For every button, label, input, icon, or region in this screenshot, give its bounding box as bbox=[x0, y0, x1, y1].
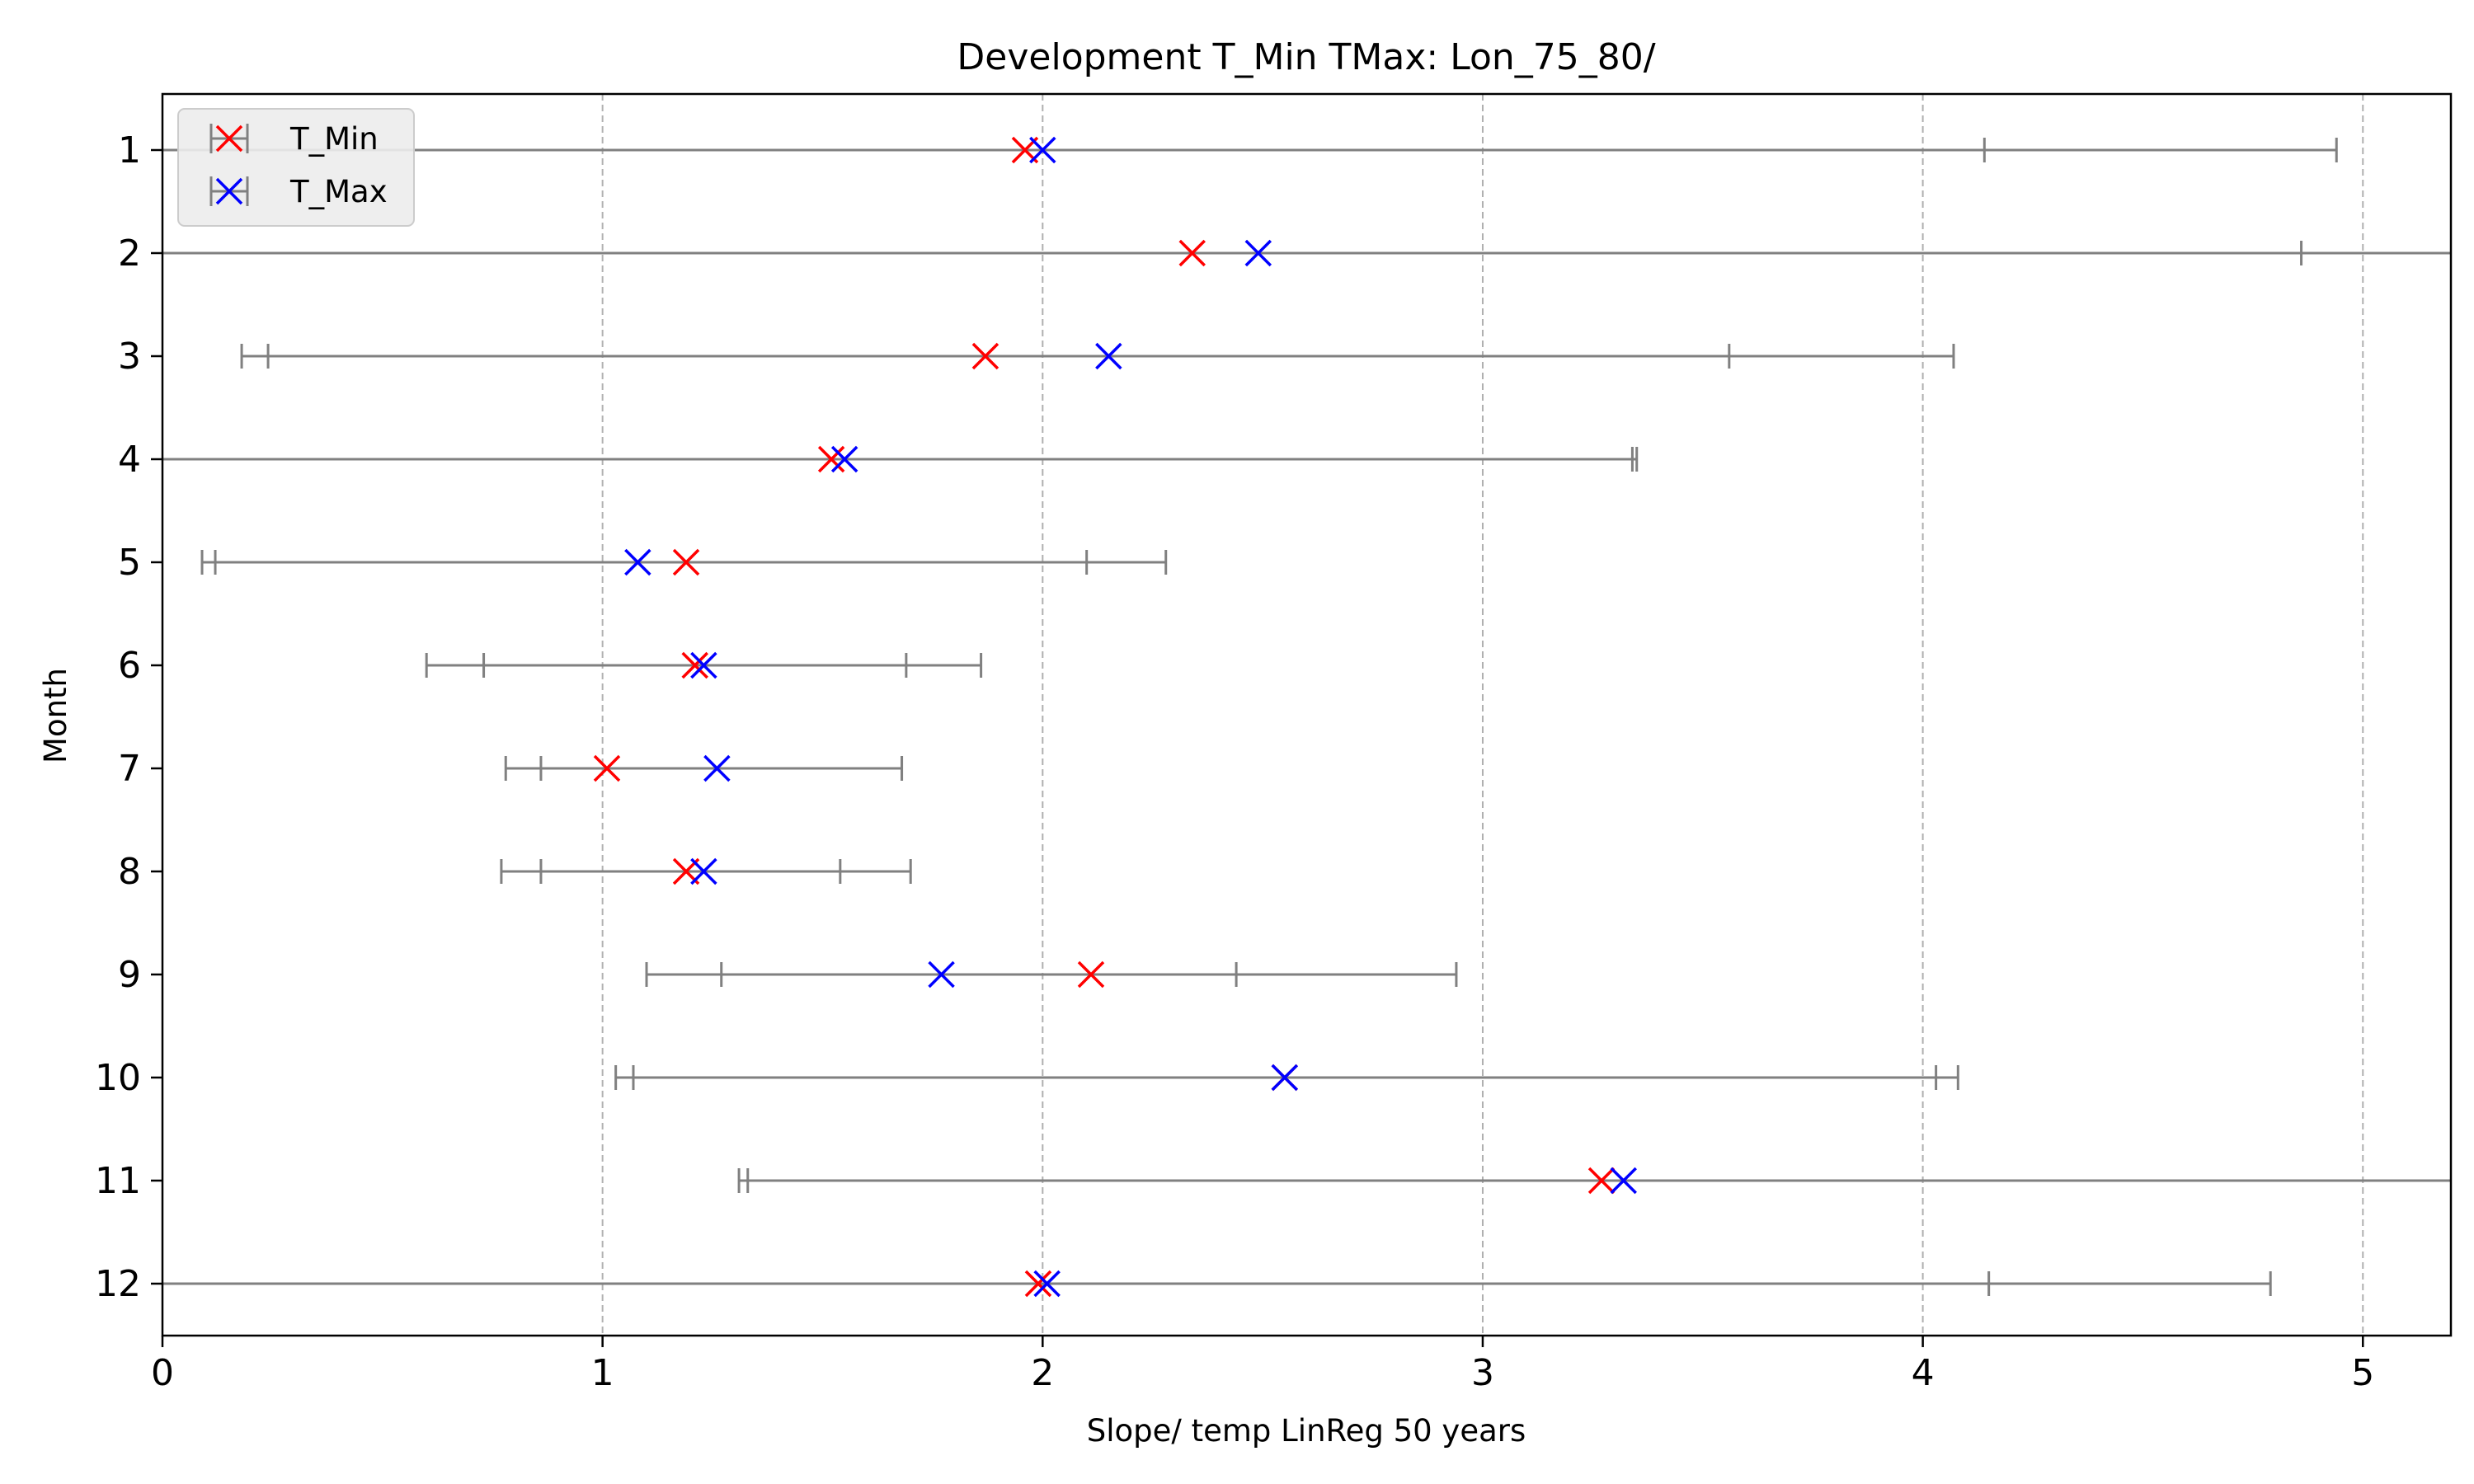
marker-T_Max bbox=[1610, 1167, 1637, 1195]
y-tick-label: 11 bbox=[95, 1160, 141, 1202]
marker-T_Min bbox=[971, 342, 999, 370]
marker-T_Max bbox=[703, 754, 731, 782]
marker-T_Min bbox=[681, 651, 708, 679]
marker-T_Max bbox=[1244, 239, 1272, 267]
marker-T_Max bbox=[830, 445, 858, 473]
marker-T_Min bbox=[1024, 1270, 1052, 1298]
x-tick-label: 1 bbox=[591, 1352, 614, 1394]
y-tick-label: 5 bbox=[118, 542, 141, 584]
marker-T_Max bbox=[624, 548, 651, 576]
plot-frame bbox=[161, 92, 2453, 1337]
marker-T_Min bbox=[593, 754, 621, 782]
marker-T_Min bbox=[672, 548, 700, 576]
y-tick-label: 9 bbox=[118, 954, 141, 996]
error-bars bbox=[162, 138, 2451, 1296]
x-tick-label: 3 bbox=[1471, 1352, 1494, 1394]
y-tick-label: 2 bbox=[118, 232, 141, 275]
marker-T_Max bbox=[928, 960, 955, 989]
marker-T_Min bbox=[817, 445, 845, 473]
grid bbox=[601, 94, 2364, 1336]
marker-T_Min bbox=[1178, 239, 1206, 267]
x-tick-label: 5 bbox=[2351, 1352, 2374, 1394]
marker-T_Max bbox=[1029, 136, 1056, 164]
y-axis-label: Month bbox=[38, 668, 73, 763]
y-tick-label: 3 bbox=[118, 336, 141, 378]
marker-T_Max bbox=[690, 857, 717, 885]
legend-label-T_Min: T_Min bbox=[289, 121, 379, 157]
marker-T_Max bbox=[1271, 1064, 1299, 1092]
y-tick-label: 12 bbox=[95, 1263, 141, 1305]
x-tick-label: 0 bbox=[151, 1352, 174, 1394]
marker-T_Min bbox=[1077, 960, 1105, 989]
legend: T_Min T_Max bbox=[177, 108, 415, 227]
marker-T_Min bbox=[1587, 1167, 1616, 1195]
marker-T_Max bbox=[1095, 342, 1122, 370]
y-tick-label: 8 bbox=[118, 851, 141, 893]
x-tick-label: 4 bbox=[1912, 1352, 1935, 1394]
marker-T_Max bbox=[1033, 1270, 1061, 1298]
y-tick-label: 4 bbox=[118, 439, 141, 481]
legend-marker-T_Min bbox=[215, 124, 243, 153]
markers bbox=[593, 136, 1637, 1298]
chart-title: Development T_Min TMax: Lon_75_80/ bbox=[957, 36, 1655, 78]
y-tick-label: 7 bbox=[118, 748, 141, 790]
legend-marker-T_Max bbox=[215, 177, 243, 205]
x-tick-label: 2 bbox=[1031, 1352, 1054, 1394]
y-tick-label: 10 bbox=[95, 1057, 141, 1099]
legend-label-T_Max: T_Max bbox=[289, 174, 388, 209]
y-tick-label: 1 bbox=[118, 129, 141, 171]
y-tick-label: 6 bbox=[118, 645, 141, 687]
x-axis-label: Slope/ temp LinReg 50 years bbox=[1087, 1413, 1526, 1449]
x-axis: 0 1 2 3 4 5 bbox=[151, 1336, 2374, 1394]
marker-T_Max bbox=[690, 651, 717, 679]
